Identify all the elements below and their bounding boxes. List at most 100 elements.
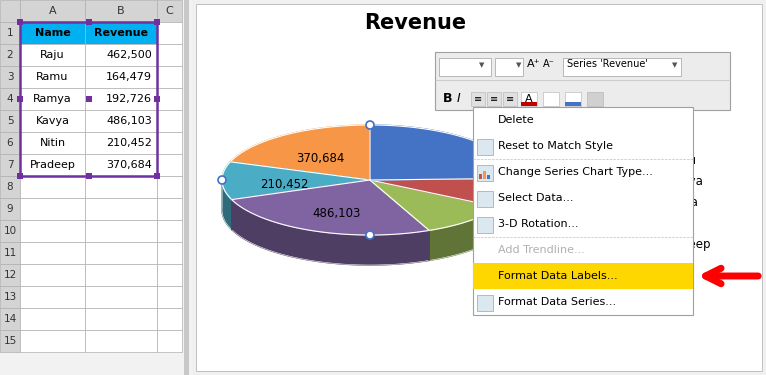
Bar (495, 58, 523, 76)
Text: Delete: Delete (498, 115, 535, 125)
Text: 1: 1 (7, 28, 13, 38)
Text: Ramu: Ramu (36, 72, 69, 82)
Bar (483, 171, 486, 179)
Bar (0, 220, 20, 242)
Bar (477, 295, 493, 311)
Bar (648, 218, 659, 229)
Polygon shape (231, 125, 370, 180)
Bar (85, 286, 157, 308)
Bar (487, 175, 490, 179)
Text: Pradeep: Pradeep (663, 238, 712, 251)
Bar (20, 176, 85, 198)
Bar (157, 220, 182, 242)
Bar (0, 176, 20, 198)
Ellipse shape (222, 155, 518, 265)
Text: Ramya: Ramya (663, 175, 704, 188)
Polygon shape (370, 180, 499, 237)
Bar (157, 242, 182, 264)
Text: 14: 14 (3, 314, 17, 324)
Bar (85, 44, 157, 66)
Text: 7: 7 (7, 160, 13, 170)
Bar (487, 92, 501, 106)
Text: 2: 2 (7, 50, 13, 60)
Text: 486,103: 486,103 (106, 116, 152, 126)
Bar (0, 132, 20, 154)
Bar (85, 264, 157, 286)
Circle shape (366, 231, 374, 239)
Text: Pradeep: Pradeep (30, 160, 75, 170)
Polygon shape (370, 178, 518, 208)
Bar (565, 92, 581, 106)
Bar (20, 44, 85, 66)
Bar (0, 0, 20, 22)
Text: 9: 9 (7, 204, 13, 214)
Text: Format Data Labels...: Format Data Labels... (498, 271, 617, 281)
Bar (648, 176, 659, 187)
Bar (20, 0, 85, 22)
Circle shape (513, 171, 522, 179)
Polygon shape (231, 200, 429, 265)
Bar (157, 22, 182, 44)
Bar (563, 58, 681, 76)
Bar (192, 0, 766, 375)
Bar (20, 88, 85, 110)
Bar (184, 0, 189, 375)
Bar (157, 66, 182, 88)
Bar (20, 22, 157, 176)
Bar (0, 198, 20, 220)
Bar (154, 19, 160, 25)
Bar (157, 308, 182, 330)
Bar (0, 22, 20, 44)
Text: A⁺: A⁺ (527, 59, 541, 69)
Text: 370,684: 370,684 (296, 152, 345, 165)
Polygon shape (231, 180, 370, 230)
Bar (473, 263, 693, 289)
Text: 15: 15 (3, 336, 17, 346)
Text: A: A (49, 6, 57, 16)
Bar (648, 197, 659, 208)
Bar (0, 154, 20, 176)
Text: B: B (443, 92, 453, 105)
Bar (85, 198, 157, 220)
Text: 11: 11 (3, 248, 17, 258)
Text: Nitin: Nitin (39, 138, 66, 148)
Bar (85, 308, 157, 330)
Bar (20, 308, 85, 330)
Text: Raju: Raju (663, 133, 689, 146)
Bar (477, 165, 493, 181)
Text: 5: 5 (7, 116, 13, 126)
Text: ≡: ≡ (506, 94, 514, 104)
Polygon shape (429, 207, 499, 260)
Bar (521, 92, 537, 106)
Text: 210,452: 210,452 (260, 178, 309, 192)
Text: 370,684: 370,684 (106, 160, 152, 170)
Bar (85, 66, 157, 88)
Bar (20, 110, 85, 132)
Bar (85, 22, 157, 44)
Text: 486,103: 486,103 (313, 207, 361, 220)
Bar (20, 154, 85, 176)
Text: Format Data Series...: Format Data Series... (498, 297, 616, 307)
Bar (20, 220, 85, 242)
Bar (20, 242, 85, 264)
Text: 10: 10 (3, 226, 17, 236)
Bar (0, 110, 20, 132)
Bar (157, 88, 182, 110)
Text: Change Series Chart Type...: Change Series Chart Type... (498, 167, 653, 177)
Text: I: I (457, 92, 461, 105)
Text: Raju: Raju (40, 50, 65, 60)
Polygon shape (499, 178, 518, 237)
Bar (85, 154, 157, 176)
Bar (85, 0, 157, 22)
Bar (0, 308, 20, 330)
Bar (20, 22, 85, 44)
Text: B: B (117, 6, 125, 16)
Text: 3-D Rotation...: 3-D Rotation... (498, 219, 578, 229)
Text: C: C (165, 6, 173, 16)
Bar (439, 58, 491, 76)
Bar (477, 217, 493, 233)
Bar (85, 176, 157, 198)
Polygon shape (370, 180, 429, 260)
Text: A⁻: A⁻ (543, 59, 555, 69)
Bar (20, 286, 85, 308)
